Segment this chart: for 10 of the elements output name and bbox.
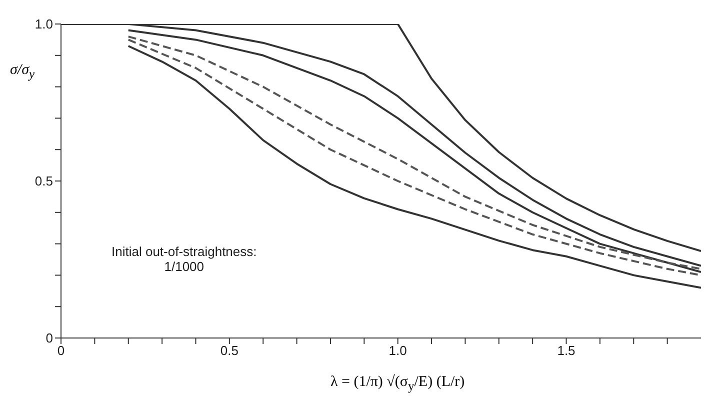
x-axis-title: λ = (1/π) √(σ$_{y}$/E) (L/r) [330, 374, 465, 394]
y-tick-label: 1.0 [34, 16, 53, 32]
x-tick-label: 0.5 [220, 343, 238, 358]
annotation: Initial out-of-straightness: 1/1000 [112, 244, 257, 274]
y-tick-label: 0 [46, 330, 53, 346]
y-axis-title: σ/σ$_{y}$ [10, 62, 35, 82]
x-tick-label: 1.5 [557, 343, 576, 358]
y-tick-label: 0.5 [34, 174, 53, 189]
x-tick-label: 1.0 [388, 343, 407, 358]
x-tick-label: 0 [57, 343, 65, 358]
